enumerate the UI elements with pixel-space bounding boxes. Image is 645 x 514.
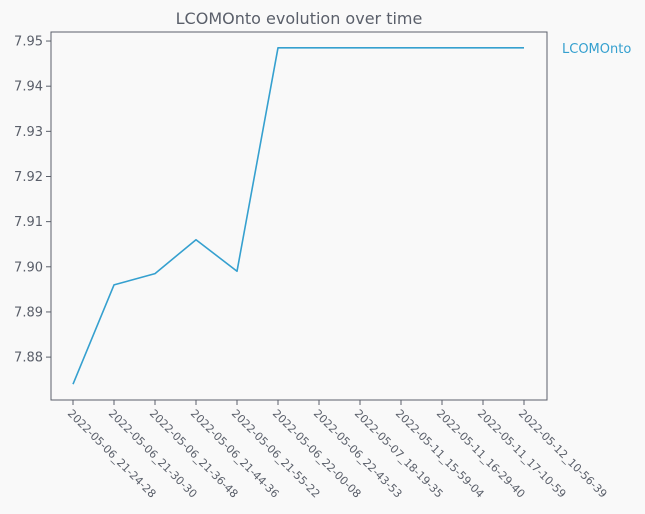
data-point (194, 238, 198, 242)
legend-entry-lcomonto: LCOMOnto (562, 42, 631, 57)
data-point (235, 269, 239, 273)
data-point (276, 46, 280, 50)
chart-title: LCOMOnto evolution over time (176, 9, 423, 28)
data-point (481, 46, 485, 50)
y-tick-label: 7.90 (14, 260, 43, 275)
y-axis: 7.88 7.89 7.90 7.91 7.92 7.93 7.94 7.95 (14, 35, 51, 366)
series-layer (71, 46, 526, 386)
data-point (153, 272, 157, 276)
data-point (358, 46, 362, 50)
y-tick-label: 7.92 (14, 170, 43, 185)
y-tick-label: 7.91 (14, 215, 43, 230)
x-axis: 2022-05-06_21-24-282022-05-06_21-30-3020… (65, 400, 609, 501)
data-point (399, 46, 403, 50)
y-tick-label: 7.94 (14, 80, 43, 95)
plot-area-frame (50, 31, 548, 401)
data-point (112, 283, 116, 287)
legend: LCOMOnto (562, 42, 631, 57)
y-tick-label: 7.93 (14, 125, 43, 140)
data-point (522, 46, 526, 50)
y-tick-label: 7.88 (14, 351, 43, 366)
data-point (71, 382, 75, 386)
y-tick-label: 7.95 (14, 35, 43, 50)
series-line-lcomonto (72, 46, 524, 385)
y-tick-label: 7.89 (14, 305, 43, 320)
data-point (440, 46, 444, 50)
data-point (317, 46, 321, 50)
